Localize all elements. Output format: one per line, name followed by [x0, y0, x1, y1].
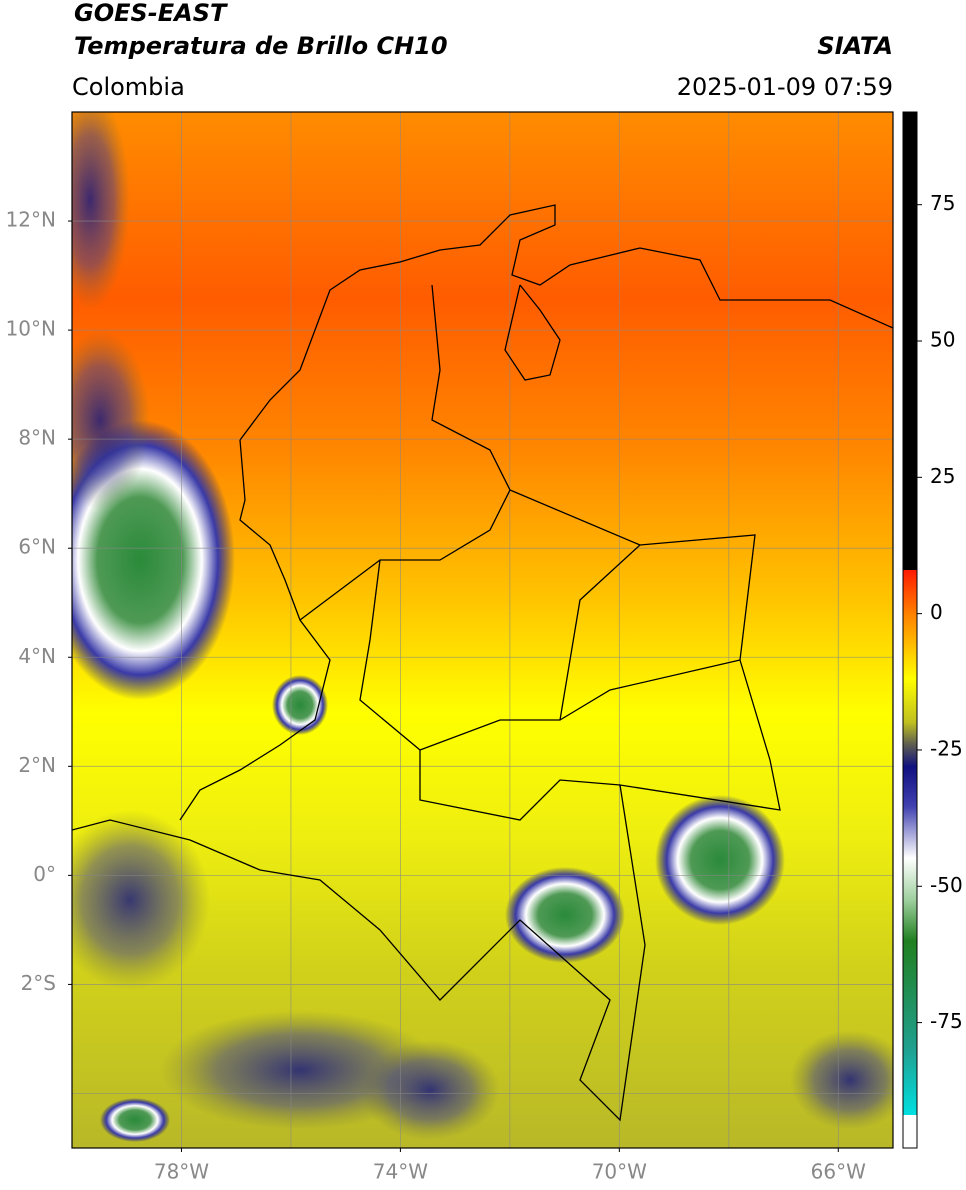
colorbar-tick-label: 0 — [930, 600, 943, 624]
x-tick-label: 78°W — [154, 1160, 209, 1184]
y-tick-label: 4°N — [18, 644, 56, 668]
y-tick-label: 8°N — [18, 426, 56, 450]
title: GOES-EAST — [74, 0, 228, 27]
map-frame — [71, 111, 894, 1149]
source: SIATA — [817, 32, 893, 60]
grid — [72, 112, 893, 1148]
subtitle: Temperatura de Brillo CH10 — [74, 32, 448, 60]
y-tick-label: 6°N — [18, 535, 56, 559]
timestamp: 2025-01-09 07:59 — [677, 73, 893, 101]
colorbar — [902, 111, 918, 1149]
department-border — [299, 489, 741, 821]
colorbar-tick-label: -75 — [930, 1009, 963, 1033]
x-tick-label: 66°W — [811, 1160, 866, 1184]
cloud — [360, 1040, 500, 1140]
x-tick-label: 74°W — [373, 1160, 428, 1184]
y-tick-label: 0° — [33, 862, 56, 886]
cloud — [505, 867, 625, 963]
country-border — [179, 439, 331, 821]
cloud — [790, 1030, 893, 1130]
region: Colombia — [72, 73, 185, 101]
colorbar-tick-label: 50 — [930, 328, 955, 352]
cloud — [72, 810, 210, 990]
cloud — [272, 675, 328, 735]
y-tick-label: 12°N — [6, 208, 56, 232]
cloud — [72, 112, 130, 310]
colorbar-tick-label: -25 — [930, 736, 963, 760]
country-border — [72, 284, 781, 1122]
cloud — [655, 795, 785, 925]
coastline — [239, 204, 893, 441]
cloud — [100, 1098, 170, 1142]
y-tick-label: 10°N — [6, 317, 56, 341]
colorbar-tick-label: -50 — [930, 873, 963, 897]
colorbar-tick-label: 75 — [930, 191, 955, 215]
satellite-image — [72, 112, 893, 1148]
y-tick-label: 2°S — [21, 971, 56, 995]
labels: 78°W 74°W 70°W 66°W 12°N 10°N 8°N 6°N 4°N 2°N 0° 2°… — [6, 191, 963, 1183]
cloud — [72, 330, 150, 510]
lake — [504, 284, 561, 381]
colorbar-tick-label: 25 — [930, 464, 955, 488]
x-tick-label: 70°W — [592, 1160, 647, 1184]
y-tick-label: 2°N — [18, 753, 56, 777]
